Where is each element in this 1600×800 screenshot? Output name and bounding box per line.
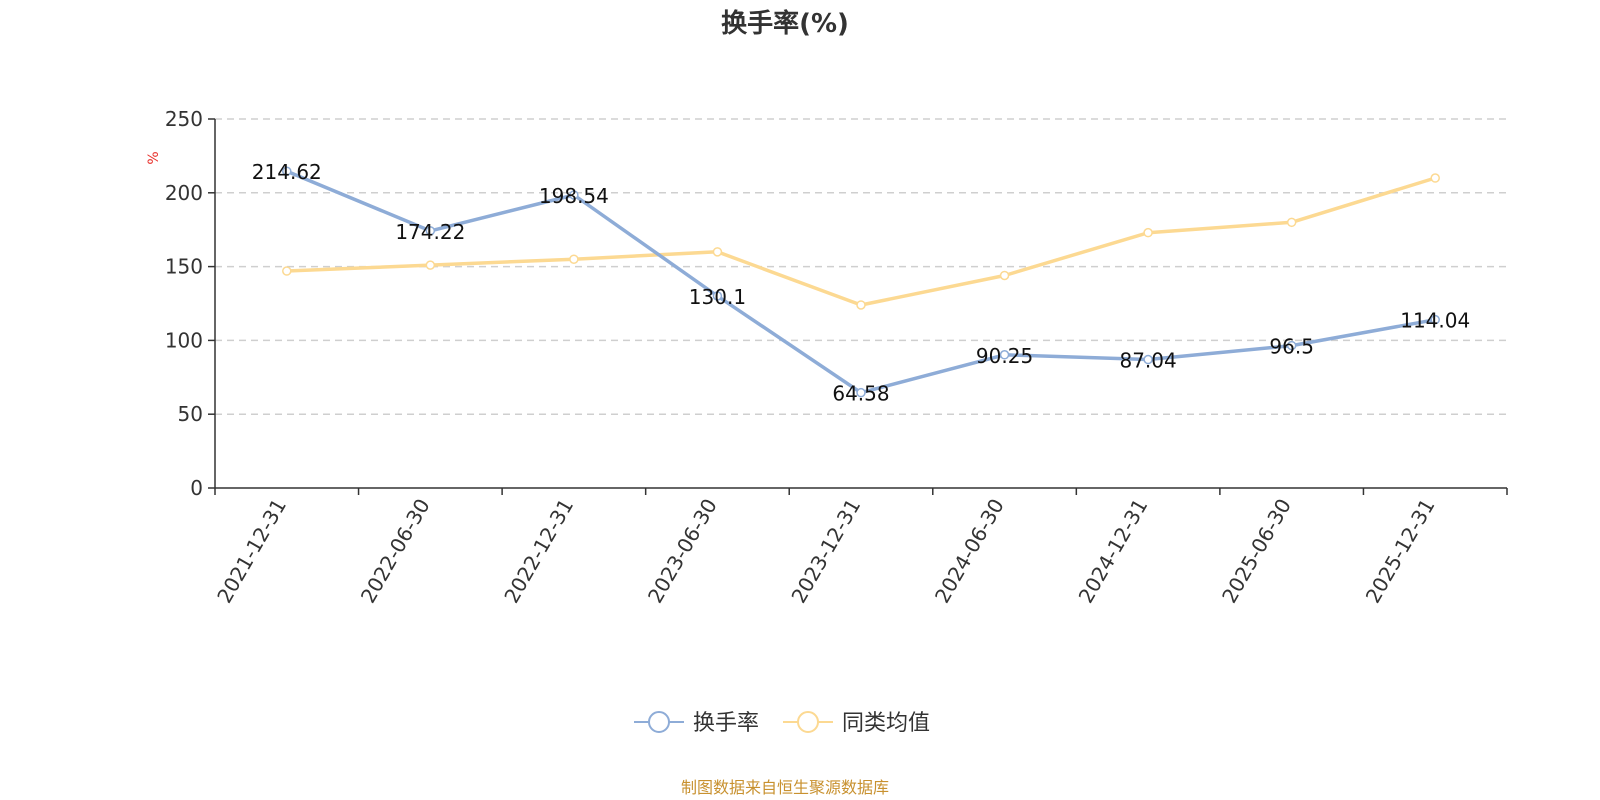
x-tick-label: 2022-06-30 — [356, 495, 435, 608]
data-label: 90.25 — [976, 344, 1033, 368]
data-point — [856, 300, 866, 310]
y-tick-label: 50 — [178, 402, 203, 426]
x-tick-label: 2023-06-30 — [643, 495, 722, 608]
source-note: 制图数据来自恒生聚源数据库 — [681, 778, 889, 797]
data-label: 198.54 — [539, 184, 609, 208]
data-point — [425, 260, 436, 270]
data-point — [999, 270, 1010, 281]
x-tick-label: 2022-12-31 — [499, 495, 578, 608]
data-point — [1430, 173, 1440, 183]
data-point — [569, 190, 579, 200]
data-point — [712, 291, 723, 301]
x-axis-ticks: 2021-12-31 2022-06-30 2022-12-31 2023-06-30… — [212, 488, 1508, 608]
y-tick-label: 250 — [165, 107, 203, 131]
x-tick-label: 2023-12-31 — [786, 495, 865, 608]
x-tick-label: 2025-12-31 — [1361, 495, 1440, 608]
legend-item-label: 换手率 — [693, 711, 759, 736]
data-point — [856, 387, 866, 398]
data-label: 174.22 — [395, 220, 465, 244]
y-tick-label: 150 — [165, 255, 203, 279]
data-point — [282, 266, 292, 276]
data-label: 214.62 — [252, 160, 322, 184]
axes — [214, 119, 1507, 489]
series-lines — [286, 169, 1436, 395]
data-point — [999, 350, 1010, 360]
data-point — [569, 254, 579, 264]
y-axis-unit-label: % — [146, 151, 162, 164]
chart-title: 换手率(%) — [721, 8, 849, 39]
x-tick-label: 2021-12-31 — [212, 495, 291, 608]
y-tick-label: 200 — [165, 181, 203, 205]
data-point — [1286, 340, 1297, 351]
data-label: 87.04 — [1119, 349, 1176, 373]
data-label: 130.1 — [689, 285, 746, 309]
data-point — [1286, 217, 1297, 228]
x-tick-label: 2024-12-31 — [1074, 495, 1153, 608]
y-tick-label: 100 — [165, 328, 203, 352]
legend-swatch-marker — [797, 711, 819, 733]
data-labels: 214.62 174.22 198.54 130.1 64.58 90.25 87.04 96… — [252, 160, 1470, 405]
series-points — [282, 166, 1440, 398]
data-point — [712, 247, 723, 257]
data-point — [425, 226, 436, 236]
legend[interactable]: 换手率 同类均值 — [634, 711, 930, 736]
legend-swatch-marker — [648, 711, 670, 733]
y-axis-ticks: 0 50 100 150 200 250 — [165, 107, 215, 500]
data-label: 96.5 — [1269, 335, 1314, 359]
data-label: 114.04 — [1400, 309, 1470, 333]
x-tick-label: 2025-06-30 — [1217, 495, 1296, 608]
data-point — [282, 166, 292, 176]
data-label: 64.58 — [832, 382, 889, 406]
data-point — [1143, 227, 1153, 238]
y-tick-label: 0 — [190, 476, 203, 500]
legend-item-label: 同类均值 — [842, 711, 930, 736]
data-point — [1143, 354, 1153, 365]
data-point — [1430, 314, 1440, 325]
series-line — [286, 169, 1436, 395]
x-tick-label: 2024-06-30 — [930, 495, 1009, 608]
